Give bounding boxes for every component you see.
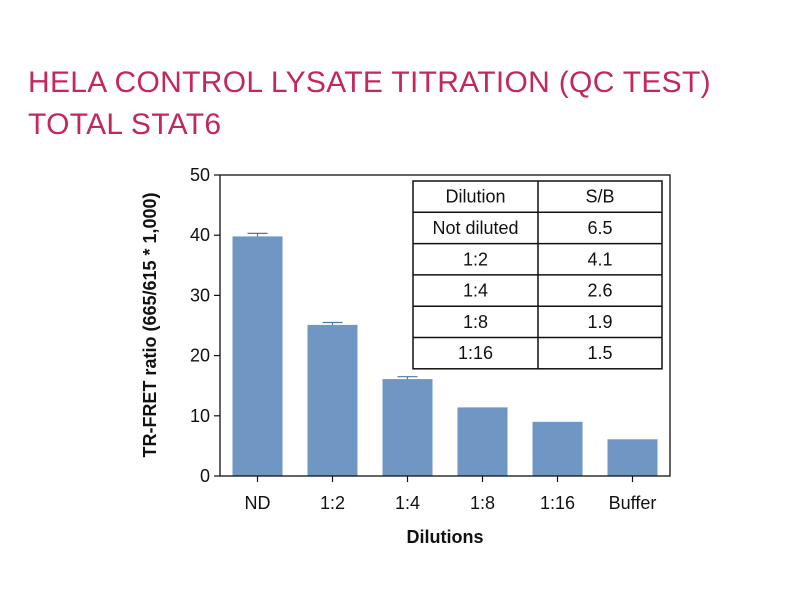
bar-5 — [607, 439, 658, 476]
y-tick-label-4: 40 — [190, 225, 210, 245]
table-cell-dilution-2: 1:2 — [463, 249, 488, 269]
table-cell-sb-3: 2.6 — [587, 281, 612, 301]
x-tick-label-4: 1:16 — [540, 493, 575, 513]
x-axis-title: Dilutions — [407, 527, 484, 547]
y-tick-label-5: 50 — [190, 165, 210, 185]
chart-title-line-1: HELA CONTROL LYSATE TITRATION (QC TEST) — [28, 66, 711, 99]
x-tick-label-2: 1:4 — [395, 493, 420, 513]
bar-0 — [232, 236, 283, 476]
table-cell-dilution-5: 1:16 — [458, 343, 493, 363]
table-header-dilution: Dilution — [445, 187, 505, 207]
table-cell-dilution-3: 1:4 — [463, 281, 488, 301]
table-cell-dilution-1: Not diluted — [432, 218, 518, 238]
x-tick-label-0: ND — [245, 493, 271, 513]
table-cell-dilution-4: 1:8 — [463, 312, 488, 332]
table-header-sb: S/B — [585, 187, 614, 207]
chart-title-line-2: TOTAL STAT6 — [28, 108, 222, 141]
ticks-group: ND 1:2 1:4 1:8 1:16 Buffer 0 10 20 30 40 50 — [190, 165, 656, 513]
table-cell-sb-2: 4.1 — [587, 249, 612, 269]
bars-group — [232, 232, 658, 476]
y-tick-label-3: 30 — [190, 285, 210, 305]
bar-1 — [307, 324, 358, 476]
bar-4 — [532, 421, 583, 476]
sb-table: Dilution S/B Not diluted 6.5 1:2 4.1 1:4 2.6 1:8… — [412, 180, 663, 370]
table-cell-sb-4: 1.9 — [587, 312, 612, 332]
x-tick-label-3: 1:8 — [470, 493, 495, 513]
bar-2 — [382, 379, 433, 476]
x-tick-label-5: Buffer — [609, 493, 657, 513]
table-cell-sb-1: 6.5 — [587, 218, 612, 238]
table-cell-sb-5: 1.5 — [587, 343, 612, 363]
plot-frame — [219, 174, 671, 477]
bar-3 — [457, 407, 508, 476]
x-tick-label-1: 1:2 — [320, 493, 345, 513]
axes-group — [219, 174, 671, 477]
y-tick-label-2: 20 — [190, 346, 210, 366]
y-tick-label-0: 0 — [200, 466, 210, 486]
y-tick-label-1: 10 — [190, 406, 210, 426]
y-axis-title: TR-FRET ratio (665/615 * 1,000) — [140, 192, 160, 457]
